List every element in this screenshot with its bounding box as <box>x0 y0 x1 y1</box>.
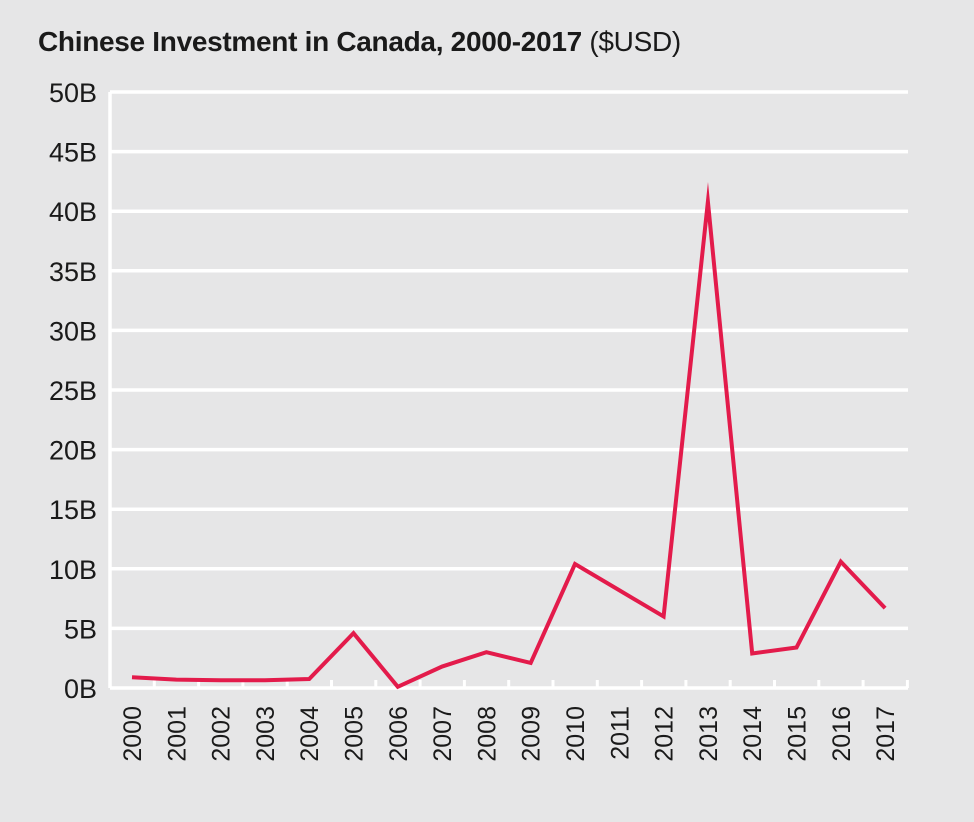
axis-layer <box>108 92 909 690</box>
x-tick-label: 2008 <box>473 706 501 762</box>
y-tick-label: 30B <box>49 316 97 346</box>
series-line-0 <box>131 182 887 690</box>
chart-title-main: Chinese Investment in Canada, 2000-2017 <box>38 26 582 57</box>
x-tick-labels: 2000 2001 2002 2003 2004 2005 2006 2007 2008 2009… <box>119 706 900 762</box>
x-tick-label: 2011 <box>606 706 634 760</box>
x-tick-label: 2004 <box>296 706 324 762</box>
x-tick-label: 2003 <box>252 706 280 762</box>
grid-layer <box>110 90 908 631</box>
y-tick-label: 40B <box>49 197 97 227</box>
x-tick-label: 2010 <box>562 706 590 762</box>
x-tick-label: 2016 <box>828 706 856 762</box>
chart-title: Chinese Investment in Canada, 2000-2017 … <box>38 26 681 58</box>
y-tick-label: 0B <box>64 674 97 704</box>
x-tick-label: 2000 <box>119 706 147 762</box>
x-tick-label: 2012 <box>651 706 679 762</box>
x-tick-label: 2002 <box>208 706 236 762</box>
x-tick-label: 2001 <box>163 706 191 762</box>
x-tick-label: 2007 <box>429 706 457 762</box>
y-tick-labels: 0B 5B 10B 15B 20B 25B 30B 35B 40B 45B 50B <box>49 78 97 704</box>
y-tick-label: 20B <box>49 436 97 466</box>
y-tick-label: 50B <box>49 78 97 108</box>
y-tick-label: 10B <box>49 555 97 585</box>
x-tick-label: 2014 <box>739 706 767 762</box>
series-layer <box>131 182 887 690</box>
y-tick-label: 5B <box>64 614 97 644</box>
y-tick-label: 25B <box>49 376 97 406</box>
x-tick-label: 2013 <box>695 706 723 762</box>
y-tick-label: 35B <box>49 257 97 287</box>
x-tick-label: 2006 <box>385 706 413 762</box>
x-tick-label: 2009 <box>518 706 546 762</box>
y-tick-label: 45B <box>49 138 97 168</box>
x-tick-label: 2015 <box>784 706 812 762</box>
y-tick-label: 15B <box>49 495 97 525</box>
x-tick-label: 2005 <box>341 706 369 762</box>
chart-title-unit: ($USD) <box>589 26 681 57</box>
x-tick-label: 2017 <box>872 706 900 762</box>
